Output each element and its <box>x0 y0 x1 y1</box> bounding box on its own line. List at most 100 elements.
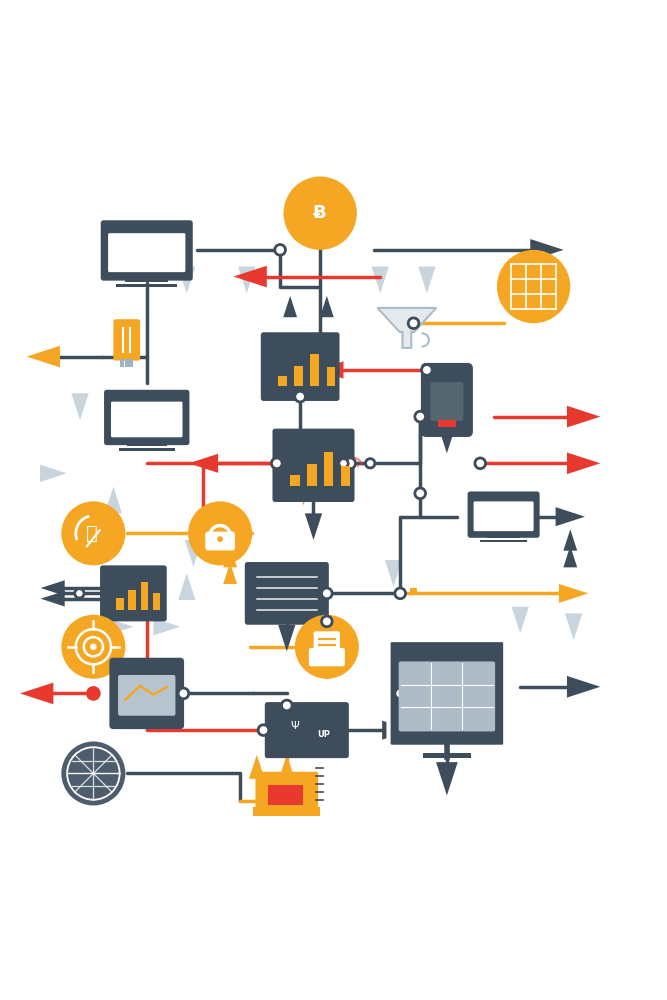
Circle shape <box>321 588 332 599</box>
Circle shape <box>61 741 125 805</box>
Polygon shape <box>107 618 133 635</box>
Polygon shape <box>556 507 585 526</box>
Bar <box>129 359 133 367</box>
Circle shape <box>295 391 305 402</box>
Circle shape <box>61 501 125 565</box>
Polygon shape <box>512 607 529 633</box>
Polygon shape <box>105 487 122 513</box>
FancyBboxPatch shape <box>309 648 345 666</box>
Polygon shape <box>233 266 267 287</box>
Circle shape <box>90 644 97 650</box>
FancyBboxPatch shape <box>313 631 340 651</box>
FancyBboxPatch shape <box>388 640 506 747</box>
Polygon shape <box>567 406 600 427</box>
Polygon shape <box>564 529 577 551</box>
Circle shape <box>415 488 426 499</box>
Bar <box>127 439 167 446</box>
Bar <box>291 475 299 486</box>
Polygon shape <box>40 465 67 482</box>
Polygon shape <box>223 563 237 584</box>
Polygon shape <box>295 481 311 505</box>
Bar <box>327 367 336 386</box>
Circle shape <box>345 458 356 469</box>
FancyBboxPatch shape <box>399 661 495 731</box>
Polygon shape <box>178 267 195 293</box>
Polygon shape <box>438 427 456 453</box>
Bar <box>480 540 527 542</box>
FancyBboxPatch shape <box>245 562 329 625</box>
FancyBboxPatch shape <box>468 491 540 538</box>
FancyBboxPatch shape <box>272 429 355 502</box>
FancyBboxPatch shape <box>104 390 189 445</box>
Circle shape <box>422 365 432 375</box>
Circle shape <box>188 501 252 565</box>
Polygon shape <box>372 267 389 293</box>
Polygon shape <box>279 755 295 779</box>
Polygon shape <box>305 513 322 540</box>
FancyBboxPatch shape <box>474 501 534 531</box>
Polygon shape <box>436 762 458 795</box>
Bar <box>253 807 320 816</box>
Polygon shape <box>382 721 412 740</box>
Bar <box>487 532 520 538</box>
Polygon shape <box>109 238 125 262</box>
Polygon shape <box>27 346 60 367</box>
Bar <box>294 366 303 386</box>
Circle shape <box>217 536 223 542</box>
Text: Ψ: Ψ <box>291 721 299 731</box>
Bar <box>310 354 319 386</box>
FancyBboxPatch shape <box>118 675 175 716</box>
Polygon shape <box>418 267 436 293</box>
FancyBboxPatch shape <box>108 233 185 272</box>
Polygon shape <box>153 618 180 635</box>
Circle shape <box>283 177 357 250</box>
Circle shape <box>321 616 332 627</box>
Circle shape <box>339 459 348 468</box>
Bar <box>119 448 175 451</box>
FancyBboxPatch shape <box>101 220 193 281</box>
Bar <box>116 284 177 287</box>
FancyBboxPatch shape <box>205 532 235 550</box>
Polygon shape <box>559 584 588 603</box>
Polygon shape <box>567 452 600 474</box>
Polygon shape <box>20 683 53 704</box>
Bar <box>141 582 148 610</box>
Polygon shape <box>530 239 564 261</box>
Polygon shape <box>41 591 65 607</box>
FancyBboxPatch shape <box>421 363 473 437</box>
FancyBboxPatch shape <box>100 565 167 621</box>
Circle shape <box>395 688 406 699</box>
Polygon shape <box>278 625 295 651</box>
Bar <box>423 753 471 758</box>
Text: Ƀ: Ƀ <box>313 204 327 222</box>
Bar <box>307 464 317 486</box>
Polygon shape <box>185 540 202 567</box>
Polygon shape <box>317 361 344 379</box>
Polygon shape <box>378 308 436 348</box>
Polygon shape <box>238 267 255 293</box>
Circle shape <box>366 459 375 468</box>
Bar <box>125 359 129 367</box>
Circle shape <box>75 589 84 598</box>
Bar <box>410 588 417 595</box>
Circle shape <box>61 615 125 679</box>
Bar <box>268 785 303 805</box>
Bar <box>125 274 168 282</box>
Circle shape <box>295 615 359 679</box>
Polygon shape <box>223 546 237 567</box>
Circle shape <box>275 245 285 255</box>
Bar <box>438 420 456 427</box>
Text: ⌖: ⌖ <box>86 524 97 543</box>
Circle shape <box>408 318 419 329</box>
Circle shape <box>395 588 406 599</box>
Bar <box>324 452 334 486</box>
Polygon shape <box>189 454 218 473</box>
Bar <box>278 376 287 386</box>
Polygon shape <box>178 573 195 600</box>
FancyBboxPatch shape <box>265 702 349 758</box>
Polygon shape <box>41 580 65 596</box>
Bar <box>341 466 350 486</box>
Polygon shape <box>320 296 334 317</box>
Polygon shape <box>249 755 265 779</box>
Polygon shape <box>283 296 297 317</box>
